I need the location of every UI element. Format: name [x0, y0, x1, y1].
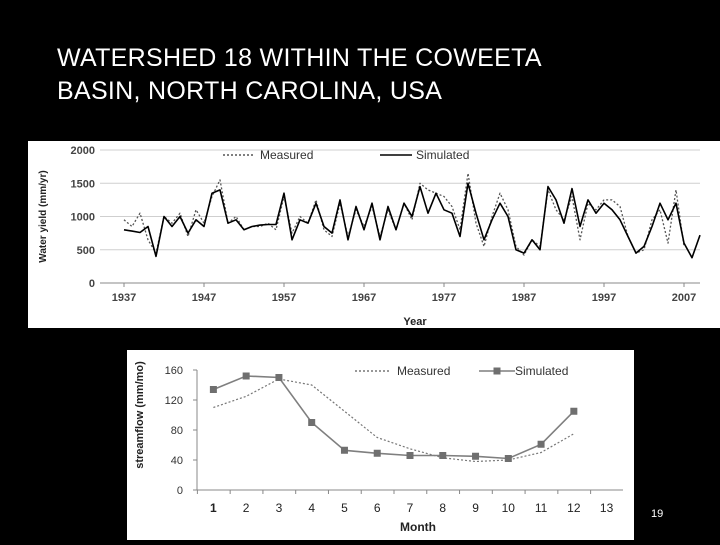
x-tick-label: 1 [210, 501, 217, 515]
series-line-measured [213, 378, 575, 463]
x-tick-label: 1977 [432, 292, 456, 304]
slide-title: WATERSHED 18 WITHIN THE COWEETA BASIN, N… [57, 42, 657, 108]
data-point-simulated [308, 419, 316, 426]
x-tick-label: 1967 [352, 292, 376, 304]
data-point-simulated [537, 440, 545, 448]
y-axis-label: streamflow (mm/mo) [134, 361, 146, 469]
x-tick-label: 6 [374, 501, 381, 515]
x-axis-label: Month [400, 520, 436, 534]
x-tick-label: 13 [600, 501, 614, 515]
x-tick-label: 1997 [592, 292, 616, 304]
x-tick-label: 1937 [112, 292, 136, 304]
legend-label-measured: Measured [260, 148, 313, 162]
data-point-simulated [472, 452, 480, 460]
series-line-simulated [213, 375, 575, 460]
legend-label-measured: Measured [397, 364, 450, 378]
slide-title-line-1: WATERSHED 18 WITHIN THE COWEETA [57, 44, 542, 72]
x-tick-label: 1947 [192, 292, 216, 304]
x-axis-label: Year [403, 316, 427, 328]
x-tick-label: 10 [502, 501, 516, 515]
data-point-simulated [373, 449, 381, 457]
data-point-simulated [570, 407, 578, 415]
y-tick-label: 80 [171, 425, 183, 437]
legend-label-simulated: Simulated [515, 364, 568, 378]
y-tick-label: 500 [77, 245, 95, 257]
slide-title-line-2: BASIN, NORTH CAROLINA, USA [57, 77, 443, 105]
x-tick-label: 12 [567, 501, 581, 515]
x-tick-label: 2 [243, 501, 250, 515]
monthly-streamflow-chart: 0 40 80 120 160 1 2 3 4 5 6 7 8 9 10 11 12 13 Month streamf… [127, 350, 634, 540]
page-number: 19 [651, 508, 664, 520]
annual-water-yield-chart: 0 500 1000 1500 2000 1937 1947 1957 1967 1977 1987… [28, 141, 720, 328]
x-tick-label: 8 [439, 501, 446, 515]
legend-marker-simulated [493, 367, 501, 375]
data-point-simulated [242, 372, 250, 380]
y-tick-label: 40 [171, 455, 183, 467]
series-line-simulated [123, 182, 701, 259]
x-tick-label: 7 [407, 501, 414, 515]
y-tick-label: 2000 [71, 145, 95, 157]
y-tick-label: 1500 [71, 178, 95, 190]
series-line-measured [123, 172, 685, 256]
x-tick-label: 9 [472, 501, 479, 515]
data-point-simulated [275, 374, 283, 381]
x-tick-label: 1987 [512, 292, 536, 304]
y-tick-label: 0 [177, 485, 183, 497]
data-point-simulated [340, 446, 348, 454]
y-tick-label: 120 [165, 395, 183, 407]
x-tick-label: 4 [308, 501, 315, 515]
annual-water-yield-plot: 0 500 1000 1500 2000 1937 1947 1957 1967 1977 1987… [38, 145, 701, 328]
x-tick-label: 5 [341, 501, 348, 515]
y-tick-label: 1000 [71, 212, 95, 224]
y-tick-label: 160 [165, 365, 183, 377]
data-point-simulated [504, 455, 512, 462]
x-tick-label: 11 [535, 501, 548, 515]
y-axis-label: Water yield (mm/yr) [38, 170, 49, 262]
x-tick-label: 3 [276, 501, 283, 515]
data-point-simulated [209, 386, 217, 393]
legend-label-simulated: Simulated [416, 148, 469, 162]
x-tick-label: 2007 [672, 292, 696, 304]
y-tick-label: 0 [89, 278, 95, 290]
data-point-simulated [406, 452, 414, 459]
data-point-simulated [439, 452, 447, 459]
x-tick-label: 1957 [272, 292, 296, 304]
